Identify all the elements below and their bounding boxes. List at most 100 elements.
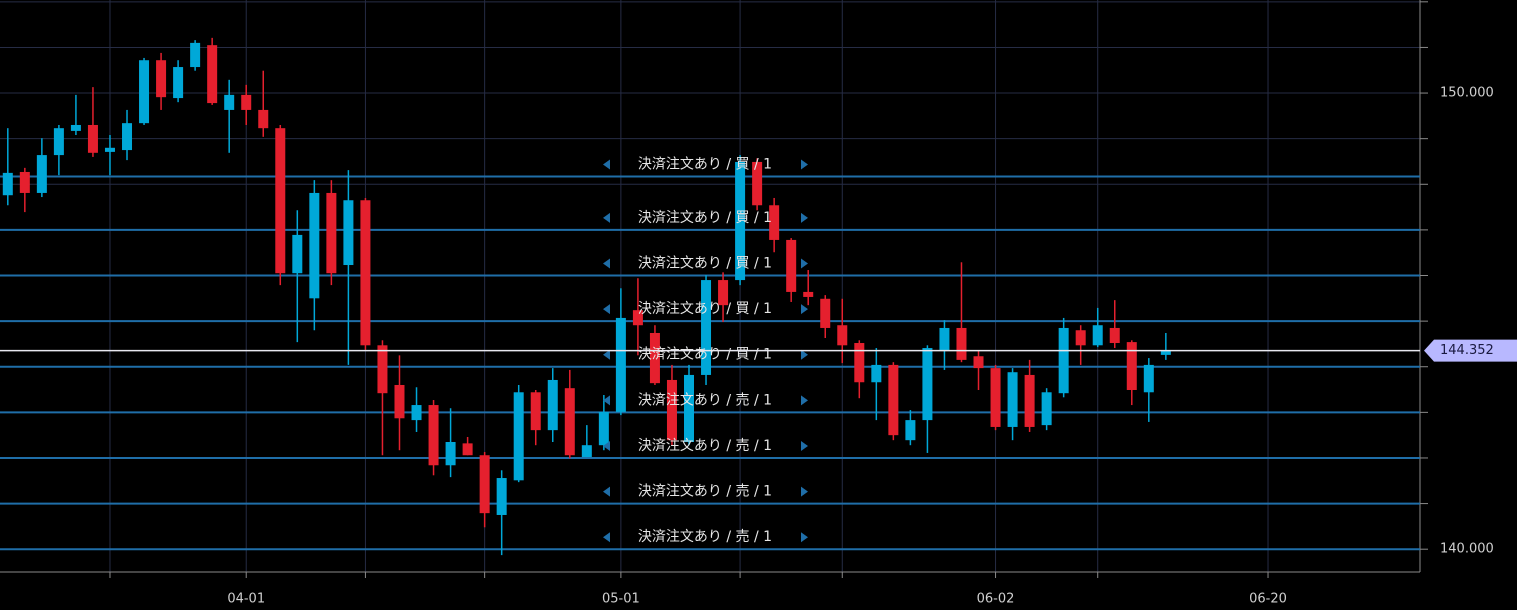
candle-body [888, 364, 899, 436]
candle-body [2, 172, 13, 196]
candle-body [1075, 330, 1086, 346]
candle-body [735, 161, 746, 281]
candle-body [70, 124, 81, 131]
order-label: 決済注文あり / 買 / 1 [638, 301, 772, 317]
candle-body [496, 478, 507, 515]
x-tick-label: 05-01 [602, 592, 640, 607]
candle-body [36, 155, 47, 193]
candle-body [1109, 327, 1120, 344]
candle-body [104, 147, 115, 152]
candle-body [786, 239, 797, 292]
arrow-left [603, 159, 610, 170]
order-label: 決済注文あり / 売 / 1 [638, 438, 772, 454]
candle-body [1024, 374, 1035, 427]
arrow-right [801, 440, 808, 451]
arrow-right [801, 349, 808, 360]
candle-body [122, 123, 133, 151]
arrow-left [603, 395, 610, 406]
candle-body [309, 192, 320, 299]
arrow-right [801, 159, 808, 170]
arrow-right [801, 304, 808, 315]
candle-body [1092, 325, 1103, 346]
arrow-left [603, 440, 610, 451]
x-tick-label: 06-20 [1249, 592, 1287, 607]
candle-body [649, 332, 660, 384]
arrow-left [603, 304, 610, 315]
candle-body [19, 171, 30, 193]
candle-body [666, 379, 677, 441]
arrow-left [603, 349, 610, 360]
candle-body [173, 67, 184, 99]
candle-body [922, 348, 933, 421]
candle-body [258, 109, 269, 129]
candle-body [462, 443, 473, 456]
candle-body [854, 343, 865, 383]
candle-body [156, 60, 167, 98]
candle-body [87, 124, 98, 153]
candle-body [939, 327, 950, 351]
candle-body [343, 200, 354, 266]
candle-body [615, 317, 626, 412]
candle-body [360, 200, 371, 346]
order-label: 決済注文あり / 売 / 1 [638, 529, 772, 545]
last-price-label: 144.352 [1440, 343, 1494, 358]
order-label: 決済注文あり / 買 / 1 [638, 157, 772, 173]
candle-body [990, 368, 1001, 427]
candle-body [241, 94, 252, 110]
candle-body [479, 455, 490, 514]
candle-body [871, 364, 882, 383]
candle-body [207, 45, 218, 104]
candle-body [1041, 392, 1052, 426]
candle-body [377, 345, 388, 394]
candle-body [394, 384, 405, 419]
candle-body [956, 327, 967, 360]
arrow-right [801, 486, 808, 497]
order-label: 決済注文あり / 売 / 1 [638, 392, 772, 408]
candle-body [803, 291, 814, 297]
candle-body [428, 405, 439, 466]
x-tick-label: 04-01 [227, 592, 265, 607]
candle-body [1126, 342, 1137, 390]
candle-body [684, 374, 694, 442]
candle-body [905, 420, 916, 441]
candle-body [769, 205, 780, 240]
candle-body [581, 445, 592, 458]
arrow-right [801, 395, 808, 406]
y-tick-label: 150.000 [1440, 86, 1494, 101]
order-label: 決済注文あり / 売 / 1 [638, 484, 772, 500]
candle-body [224, 94, 235, 110]
candle-body [547, 379, 558, 431]
arrow-left [603, 532, 610, 543]
candle-body [326, 192, 337, 274]
arrow-right [801, 532, 808, 543]
candle-body [411, 405, 422, 421]
candle-body [837, 325, 848, 346]
arrow-left [603, 258, 610, 269]
candle-body [445, 442, 456, 466]
candle-body [973, 356, 984, 369]
candle-body [564, 388, 575, 456]
y-tick-label: 140.000 [1440, 542, 1494, 557]
candle-body [718, 280, 729, 306]
last-price-box [1424, 339, 1517, 362]
arrow-left [603, 212, 610, 223]
candle-body [1160, 350, 1171, 355]
arrow-right [801, 212, 808, 223]
candle-body [1058, 327, 1069, 394]
candle-body [275, 128, 286, 274]
candle-body [53, 128, 64, 156]
candle-body [292, 234, 303, 274]
order-label: 決済注文あり / 買 / 1 [638, 210, 772, 226]
candle-body [701, 280, 712, 375]
order-label: 決済注文あり / 買 / 1 [638, 347, 772, 363]
arrow-left [603, 486, 610, 497]
candle-body [190, 42, 201, 68]
candles [2, 37, 1171, 556]
candle-body [598, 411, 609, 446]
candle-body [139, 60, 150, 124]
x-tick-label: 06-02 [977, 592, 1015, 607]
candle-body [530, 392, 541, 431]
candle-body [752, 161, 763, 206]
